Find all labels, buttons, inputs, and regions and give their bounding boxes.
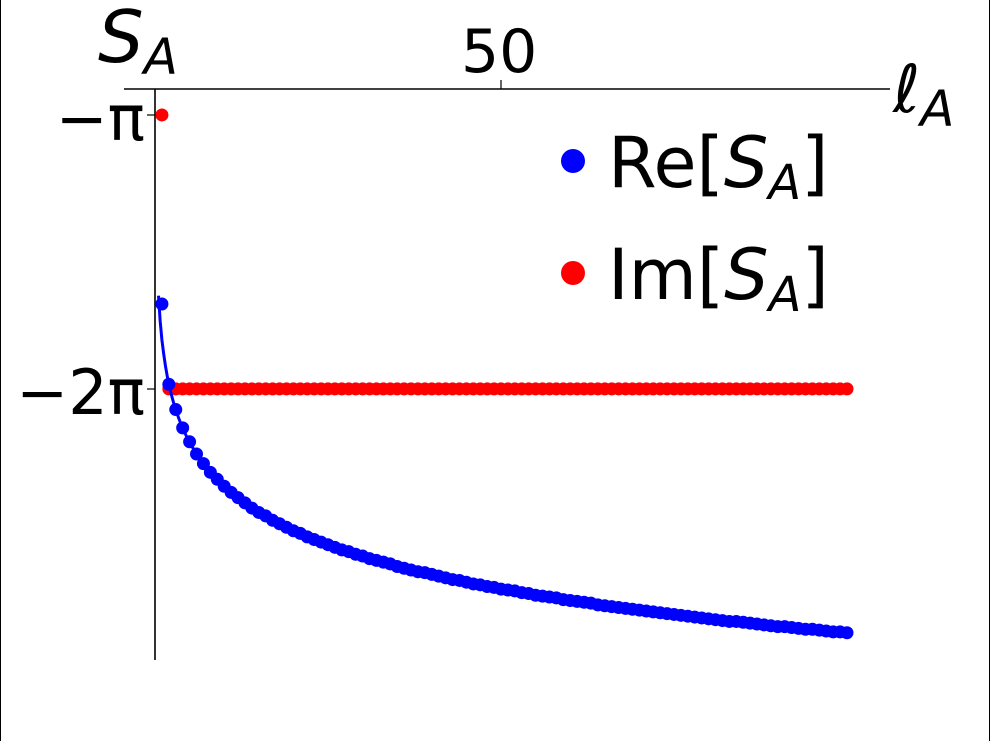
re-data-point	[840, 626, 854, 640]
re-data-point	[169, 403, 183, 417]
re-data-point	[190, 447, 204, 461]
im-data-point	[840, 382, 854, 396]
y-tick-label-minus-2pi: −2π	[16, 356, 145, 429]
legend-marker-im	[561, 261, 585, 285]
plot-area	[155, 108, 854, 640]
legend-marker-re	[561, 149, 585, 173]
x-axis-label: ℓA	[892, 51, 954, 138]
legend-label-im: Im[SA]	[608, 234, 829, 323]
re-data-point	[155, 297, 169, 311]
im-data-point	[155, 108, 169, 122]
re-data-point	[183, 435, 197, 449]
re-data-point	[176, 421, 190, 435]
legend: Re[SA] Im[SA]	[561, 122, 829, 323]
re-data-point	[162, 377, 176, 391]
y-axis-label: SA	[98, 0, 178, 86]
y-tick-label-minus-pi: −π	[56, 82, 145, 155]
re-fit-line	[157, 295, 848, 635]
legend-label-re: Re[SA]	[608, 122, 828, 211]
x-tick-label-50: 50	[461, 17, 537, 87]
re-data-point	[196, 457, 210, 471]
